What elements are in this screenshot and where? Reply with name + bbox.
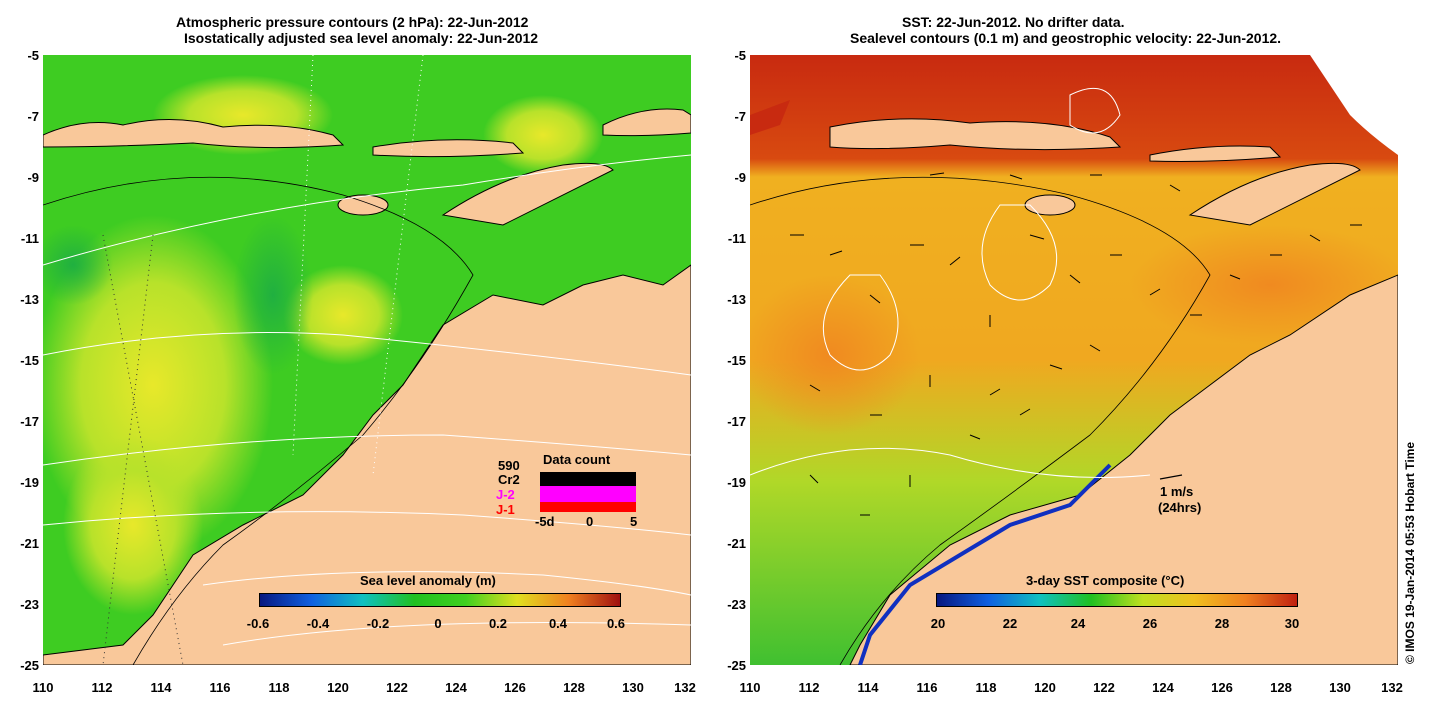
sst-tick: 20: [930, 616, 946, 631]
sla-tick: 0.6: [606, 616, 626, 631]
data-count-label-j1: J-1: [496, 502, 515, 517]
sla-tick: 0.4: [548, 616, 568, 631]
sst-colorbar: [936, 593, 1298, 607]
sst-map: [750, 55, 1398, 665]
left-lon-tick: 124: [445, 680, 467, 695]
data-count-histogram: [540, 472, 636, 512]
sla-tick: -0.4: [306, 616, 330, 631]
imos-credit: © IMOS 19-Jan-2014 05:53 Hobart Time: [1403, 441, 1417, 664]
velocity-scale-label: 1 m/s: [1160, 484, 1194, 499]
data-count-title: Data count: [543, 452, 611, 467]
right-lat-tick: -17: [727, 414, 746, 429]
sst-tick: 22: [1002, 616, 1018, 631]
left-lon-tick: 126: [504, 680, 526, 695]
data-count-axis-end: 5: [630, 514, 638, 529]
right-lon-tick: 112: [798, 680, 820, 695]
right-lon-tick: 128: [1270, 680, 1292, 695]
left-map-panel: [43, 55, 691, 665]
right-lon-tick: 124: [1152, 680, 1174, 695]
velocity-scale-sub: (24hrs): [1158, 500, 1202, 515]
left-lat-tick: -9: [27, 170, 39, 185]
right-lat-tick: -5: [734, 48, 746, 63]
right-lon-tick: 118: [975, 680, 997, 695]
left-lat-tick: -19: [20, 475, 39, 490]
sst-colorbar-title: 3-day SST composite (°C): [1026, 573, 1185, 588]
sla-colorbar: [259, 593, 621, 607]
sst-tick: 26: [1142, 616, 1158, 631]
left-lon-tick: 118: [268, 680, 290, 695]
right-title-line2: Sealevel contours (0.1 m) and geostrophi…: [850, 30, 1282, 46]
left-title-line2: Isostatically adjusted sea level anomaly…: [184, 30, 539, 46]
data-count-label-j2: J-2: [496, 487, 515, 502]
right-lon-tick: 122: [1093, 680, 1115, 695]
right-lat-tick: -15: [727, 353, 746, 368]
left-lat-tick: -25: [20, 658, 39, 673]
sla-tick: 0: [434, 616, 442, 631]
right-lon-tick: 114: [857, 680, 879, 695]
data-count-total: 590: [498, 458, 520, 473]
left-lon-tick: 122: [386, 680, 408, 695]
data-count-label-cr2: Cr2: [498, 472, 520, 487]
right-lat-tick: -21: [727, 536, 746, 551]
left-lat-tick: -11: [20, 231, 39, 246]
right-lat-tick: -19: [727, 475, 746, 490]
right-lon-tick: 130: [1329, 680, 1351, 695]
right-lon-tick: 120: [1034, 680, 1056, 695]
left-lat-tick: -7: [27, 109, 39, 124]
left-lon-tick: 112: [91, 680, 113, 695]
right-lat-tick: -23: [727, 597, 746, 612]
right-lon-tick: 132: [1381, 680, 1403, 695]
right-lat-tick: -7: [734, 109, 746, 124]
left-lon-tick: 132: [674, 680, 696, 695]
right-lon-tick: 116: [916, 680, 938, 695]
left-lon-tick: 110: [32, 680, 54, 695]
right-lon-tick: 110: [739, 680, 761, 695]
right-map-panel: [750, 55, 1398, 665]
left-lon-tick: 120: [327, 680, 349, 695]
left-lat-tick: -5: [27, 48, 39, 63]
sst-tick: 28: [1214, 616, 1230, 631]
left-lat-tick: -15: [20, 353, 39, 368]
left-lon-tick: 128: [563, 680, 585, 695]
left-lon-tick: 116: [209, 680, 231, 695]
right-title-line1: SST: 22-Jun-2012. No drifter data.: [902, 14, 1125, 30]
left-lon-tick: 130: [622, 680, 644, 695]
right-lat-tick: -9: [734, 170, 746, 185]
right-lon-tick: 126: [1211, 680, 1233, 695]
sst-tick: 24: [1070, 616, 1086, 631]
data-count-axis-start: -5d: [535, 514, 555, 529]
left-lon-tick: 114: [150, 680, 172, 695]
sla-tick: -0.2: [366, 616, 390, 631]
left-lat-tick: -23: [20, 597, 39, 612]
left-title-line1: Atmospheric pressure contours (2 hPa): 2…: [176, 14, 529, 30]
sla-colorbar-title: Sea level anomaly (m): [360, 573, 496, 588]
right-lat-tick: -13: [727, 292, 746, 307]
sla-tick: 0.2: [488, 616, 508, 631]
right-lat-tick: -25: [727, 658, 746, 673]
sla-tick: -0.6: [246, 616, 270, 631]
left-lat-tick: -17: [20, 414, 39, 429]
data-count-axis-mid: 0: [586, 514, 594, 529]
left-lat-tick: -13: [20, 292, 39, 307]
right-lat-tick: -11: [727, 231, 746, 246]
left-lat-tick: -21: [20, 536, 39, 551]
sea-level-anomaly-map: [43, 55, 691, 665]
sst-tick: 30: [1284, 616, 1300, 631]
